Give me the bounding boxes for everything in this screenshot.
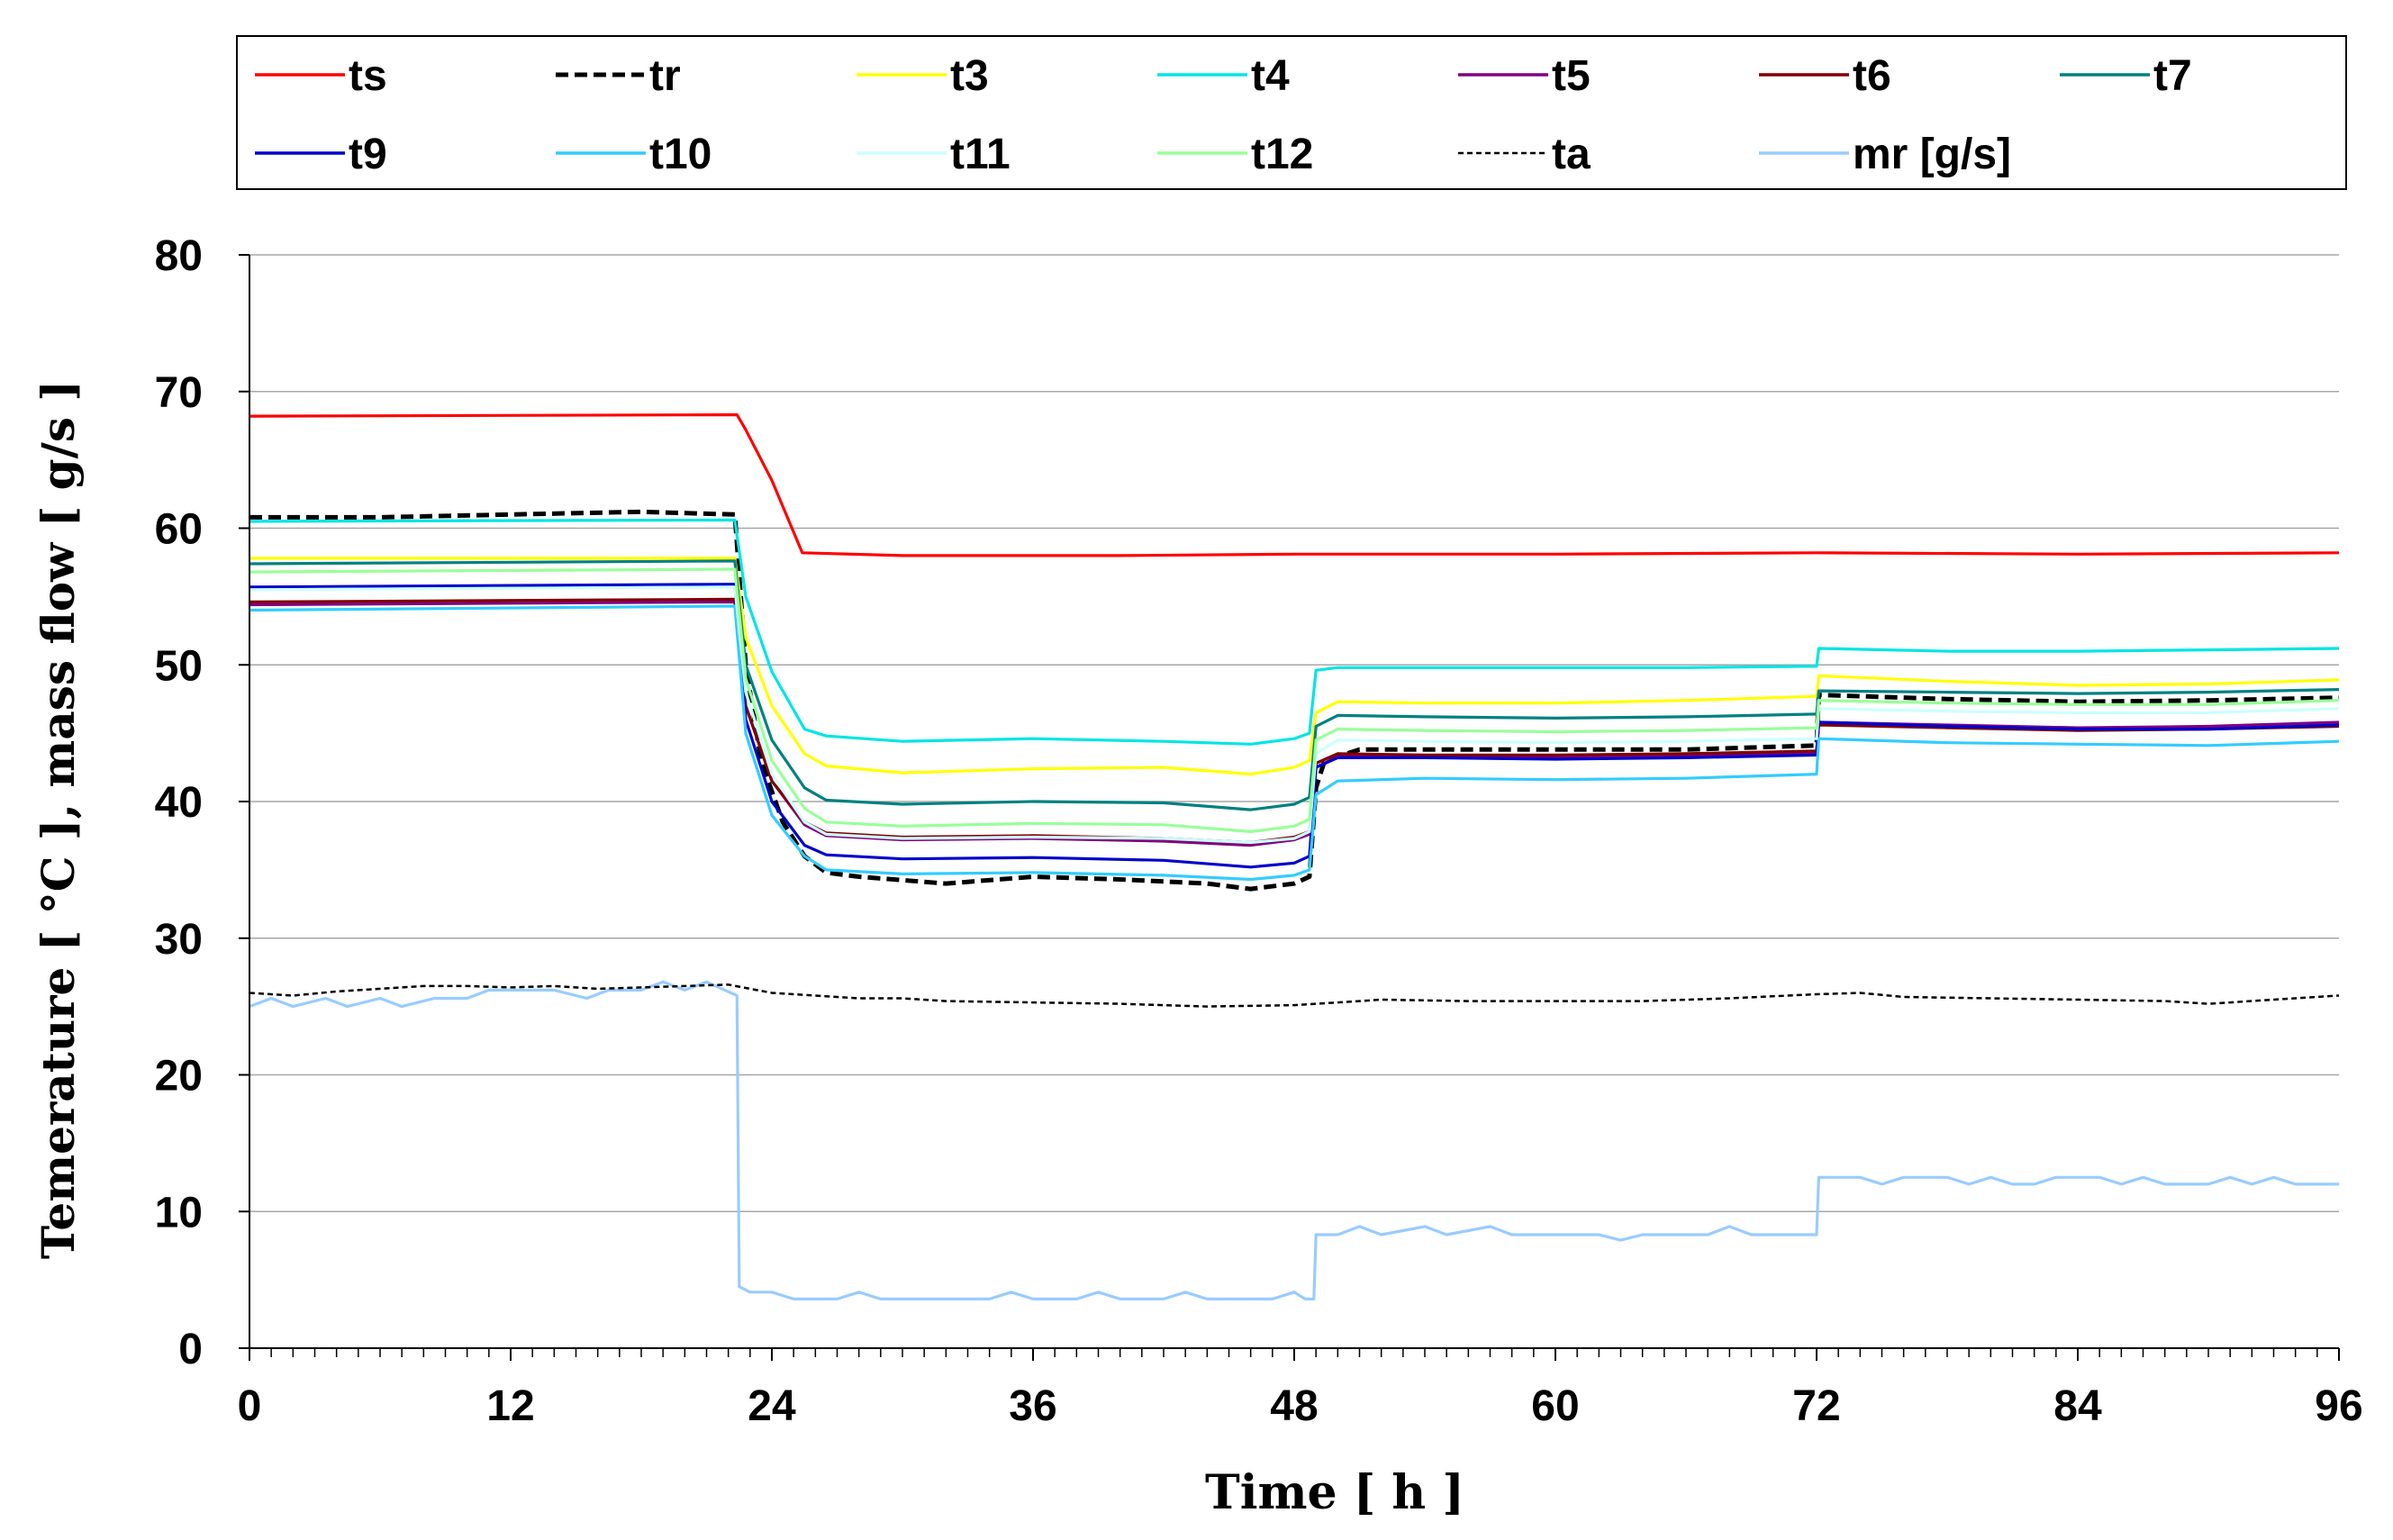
y-axis-label: Temerature [ °C ], mass flow [ g/s ]	[32, 380, 85, 1259]
legend-label-t4: t4	[1251, 52, 1290, 100]
legend-label-ts: ts	[349, 52, 387, 100]
y-tick-label-4: 40	[155, 779, 203, 827]
series-line-t12	[249, 567, 2340, 834]
series-line-mr-g-s	[249, 980, 2339, 1301]
y-tick-label-3: 30	[155, 916, 203, 964]
axes: 0 10 20 30 40 50 60 70 80 0 12 24 36 48 60 72 84 96	[155, 232, 2363, 1430]
y-tick-label-1: 10	[155, 1189, 203, 1237]
legend-label-t7: t7	[2153, 52, 2192, 100]
series-line-t11	[249, 585, 2340, 845]
legend-label-tr: tr	[649, 52, 681, 100]
series-line-t7	[249, 559, 2340, 811]
x-axis-label: Time [ h ]	[1205, 1465, 1464, 1520]
legend-label-mr-g-s: mr [g/s]	[1853, 131, 2011, 178]
legend-label-t3: t3	[950, 52, 989, 100]
series-line-ta	[249, 983, 2340, 1008]
legend-label-t10: t10	[649, 131, 712, 178]
x-tick-label-8: 96	[2315, 1382, 2362, 1430]
x-tick-label-4: 48	[1270, 1382, 1318, 1430]
series-line-ts	[249, 412, 2340, 557]
series-line-t3	[249, 557, 2340, 776]
y-tick-label-7: 70	[155, 369, 203, 417]
legend-box	[236, 35, 2347, 190]
y-tick-label-5: 50	[155, 642, 203, 690]
legend-label-t5: t5	[1552, 52, 1591, 100]
x-tick-label-1: 12	[486, 1382, 534, 1430]
y-tick-label-6: 60	[155, 506, 203, 554]
legend-label-t12: t12	[1251, 131, 1313, 178]
legend-label-ta: ta	[1552, 131, 1591, 178]
legend-label-t11: t11	[950, 131, 1011, 178]
x-tick-label-2: 24	[748, 1382, 796, 1430]
x-tick-label-6: 72	[1792, 1382, 1840, 1430]
series-line-t4	[249, 518, 2340, 746]
y-tick-label-0: 0	[178, 1326, 203, 1373]
x-tick-label-3: 36	[1009, 1382, 1056, 1430]
series-layer	[249, 412, 2340, 1301]
series-line-t10	[249, 604, 2340, 882]
gridlines	[249, 254, 2339, 1212]
x-tick-label-5: 60	[1531, 1382, 1579, 1430]
x-tick-label-0: 0	[238, 1382, 262, 1430]
legend-label-t9: t9	[349, 131, 387, 178]
legend: ts tr t3 t4 t5 t6 t7 t9 t10 t11 t12 ta mr [g/s]	[236, 35, 2347, 190]
x-tick-label-7: 84	[2053, 1382, 2102, 1430]
legend-label-t6: t6	[1853, 52, 1891, 100]
y-tick-label-8: 80	[155, 232, 203, 280]
y-tick-label-2: 20	[155, 1053, 203, 1101]
